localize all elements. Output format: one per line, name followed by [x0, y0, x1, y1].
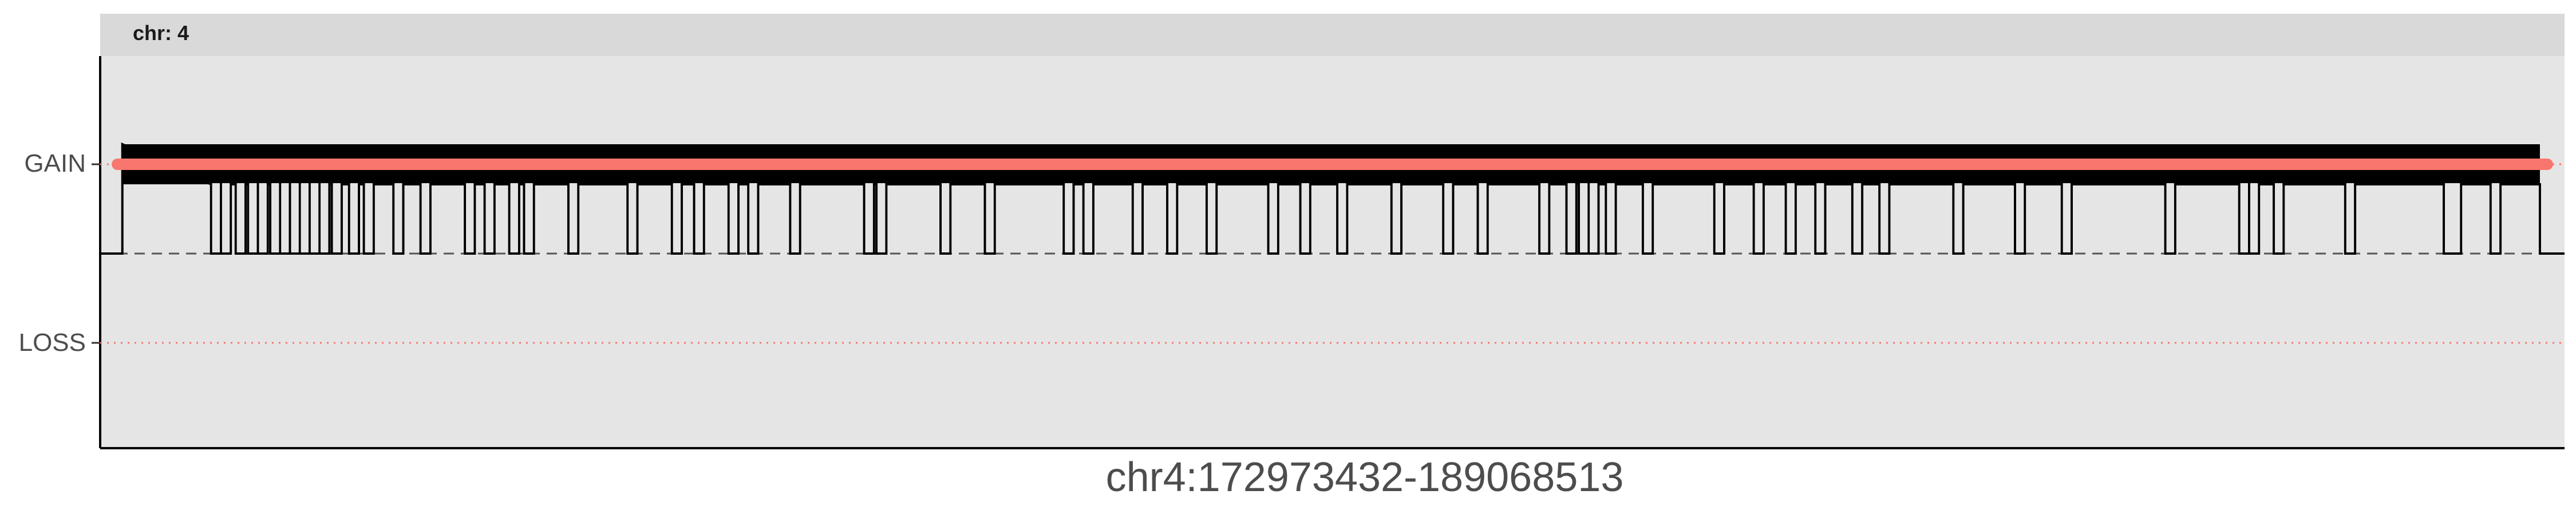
neutral-gap [1954, 183, 1962, 252]
neutral-gap [2491, 183, 2500, 252]
neutral-gap [1540, 183, 1548, 252]
facet-label: chr: 4 [133, 21, 189, 45]
neutral-gap [1643, 183, 1652, 252]
neutral-gap [291, 183, 299, 252]
neutral-gap [525, 183, 533, 252]
neutral-gap [2445, 183, 2453, 252]
neutral-gap [2452, 183, 2460, 252]
neutral-gap [2016, 183, 2024, 252]
neutral-gap [510, 183, 518, 252]
neutral-gap [1392, 183, 1401, 252]
neutral-gap [878, 183, 886, 252]
neutral-gap [1168, 183, 1176, 252]
neutral-gap [1301, 183, 1309, 252]
neutral-gap [350, 183, 358, 252]
neutral-gap [729, 183, 737, 252]
neutral-gap [1787, 183, 1795, 252]
neutral-gap [2240, 183, 2248, 252]
neutral-gap [485, 183, 493, 252]
neutral-gap [695, 183, 703, 252]
neutral-gap [2063, 183, 2071, 252]
neutral-gap [1269, 183, 1277, 252]
neutral-gap [394, 183, 402, 252]
x-axis-label: chr4:172973432-189068513 [1106, 454, 1624, 500]
neutral-gap [281, 183, 289, 252]
neutral-gap [1065, 183, 1073, 252]
neutral-gap [321, 183, 329, 252]
neutral-gap [212, 183, 220, 252]
neutral-gap [1580, 183, 1588, 252]
neutral-gap [1567, 183, 1575, 252]
neutral-gap [865, 183, 873, 252]
neutral-gap [236, 183, 244, 252]
step-line [100, 142, 2565, 255]
neutral-gap [942, 183, 950, 252]
neutral-gap [1880, 183, 1888, 252]
neutral-gap [466, 183, 474, 252]
neutral-gap [569, 183, 578, 252]
neutral-gap [271, 183, 279, 252]
neutral-gap [310, 183, 319, 252]
neutral-gap [2346, 183, 2354, 252]
neutral-gap [2166, 183, 2174, 252]
neutral-gap [421, 183, 429, 252]
neutral-gap [1816, 183, 1824, 252]
neutral-gap [1715, 183, 1723, 252]
neutral-gap [1084, 183, 1092, 252]
facet-strip [100, 14, 2565, 56]
y-tick-label-gain: GAIN [24, 149, 86, 177]
neutral-gap [2275, 183, 2283, 252]
neutral-gap [629, 183, 637, 252]
neutral-gap [259, 183, 267, 252]
neutral-gap [791, 183, 799, 252]
neutral-gap [222, 183, 230, 252]
neutral-gap [1338, 183, 1346, 252]
neutral-gap [1853, 183, 1862, 252]
neutral-gap [749, 183, 757, 252]
neutral-gap [1207, 183, 1216, 252]
neutral-gap [1607, 183, 1615, 252]
neutral-gap [1444, 183, 1452, 252]
neutral-gap [301, 183, 309, 252]
neutral-gap [1479, 183, 1487, 252]
neutral-gap [249, 183, 257, 252]
neutral-gap [1755, 183, 1763, 252]
neutral-gap [1590, 183, 1598, 252]
neutral-gap [673, 183, 681, 252]
y-tick-label-loss: LOSS [19, 329, 86, 357]
neutral-gap [2250, 183, 2258, 252]
neutral-gap [986, 183, 994, 252]
neutral-gap [1133, 183, 1142, 252]
neutral-gap [333, 183, 341, 252]
neutral-gap [365, 183, 373, 252]
